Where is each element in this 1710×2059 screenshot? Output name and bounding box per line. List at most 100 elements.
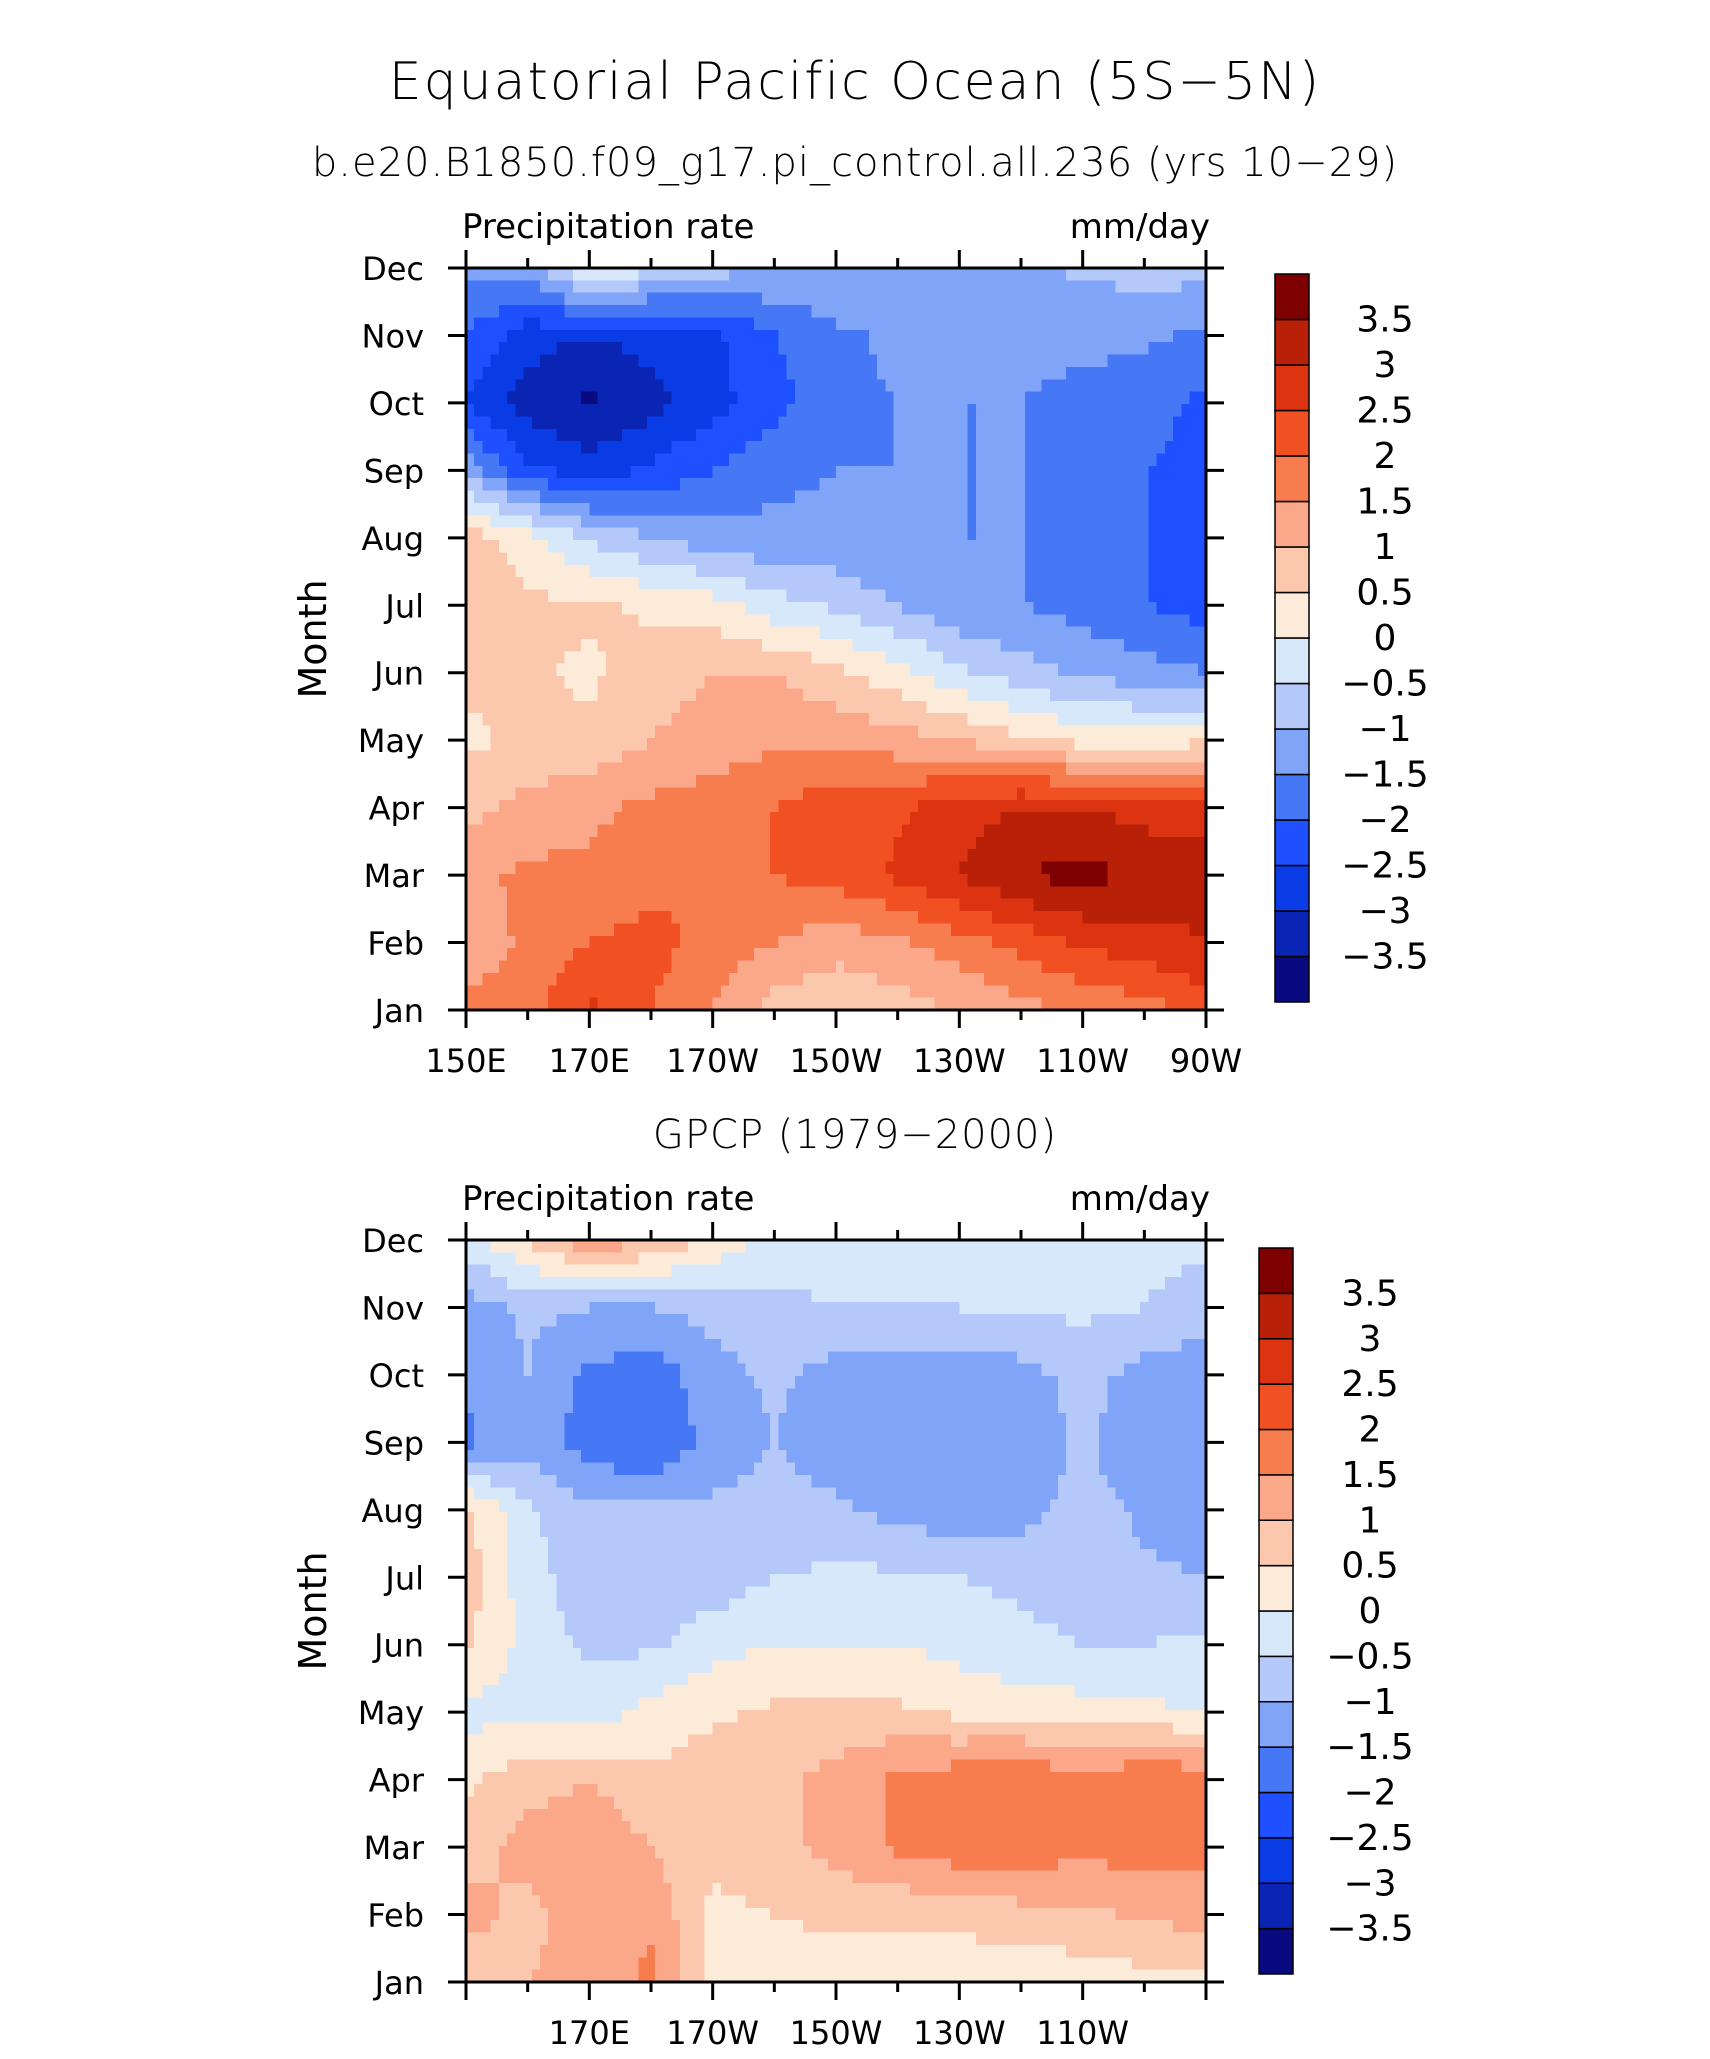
field-cell [959,737,969,751]
field-cell [1132,502,1141,516]
field-cell [1189,688,1199,702]
field-cell [1173,762,1182,776]
field-cell [638,292,648,306]
field-cell [1000,873,1010,887]
field-cell [975,787,985,801]
field-cell [663,626,673,640]
field-cell [737,601,747,615]
field-cell [729,342,738,356]
field-cell [679,317,689,331]
field-cell [540,268,549,281]
field-cell [556,775,566,788]
field-cell [786,886,796,900]
field-cell [1058,502,1067,516]
field-cell [466,416,475,430]
field-cell [507,366,516,380]
field-cell [1082,725,1092,739]
field-cell [1025,465,1034,479]
field-cell [498,552,508,566]
field-cell [836,836,845,850]
field-cell [507,329,516,343]
field-cell [1156,564,1166,578]
field-cell [877,317,886,331]
field-cell [548,379,558,393]
field-cell [786,601,796,615]
field-cell [1025,849,1034,863]
field-cell [597,292,607,306]
field-cell [531,292,541,306]
field-cell [655,861,664,875]
field-cell [1066,911,1076,925]
field-cell [868,787,878,801]
field-cell [753,515,763,529]
field-cell [918,527,928,541]
field-cell [655,725,664,739]
field-cell [827,849,837,863]
field-cell [638,317,648,331]
field-cell [1041,577,1051,591]
field-cell [1082,527,1092,541]
field-cell [1164,614,1174,628]
field-cell [540,737,549,751]
field-cell [1107,478,1117,492]
field-cell [893,799,903,813]
field-cell [1041,775,1051,788]
field-cell [523,305,533,319]
field-cell [655,354,664,368]
field-cell [984,502,993,516]
field-cell [572,601,582,615]
field-cell [548,824,558,838]
field-cell [1173,478,1182,492]
field-cell [984,626,993,640]
field-cell [992,663,1002,677]
field-cell [827,379,837,393]
field-cell [778,329,788,343]
field-cell [589,713,599,727]
field-cell [1041,379,1051,393]
field-cell [868,651,878,665]
field-cell [794,490,804,504]
field-cell [490,391,500,405]
field-cell [498,775,508,788]
field-cell [827,787,837,801]
field-cell [663,663,673,677]
field-cell [1164,676,1174,690]
field-cell [819,515,829,529]
field-cell [918,898,928,912]
field-cell [646,564,656,578]
field-cell [852,614,862,628]
field-cell [729,935,738,949]
field-cell [836,737,845,751]
field-cell [893,601,903,615]
field-cell [638,762,648,776]
field-cell [688,515,697,529]
field-cell [646,490,656,504]
field-cell [531,515,541,529]
field-cell [803,589,812,603]
field-cell [523,268,533,281]
field-cell [745,354,755,368]
field-cell [507,280,516,294]
field-cell [1000,762,1010,776]
field-cell [572,836,582,850]
field-cell [1066,898,1076,912]
field-cell [901,799,911,813]
field-cell [860,564,870,578]
field-cell [572,948,582,962]
field-cell [951,490,960,504]
field-cell [630,824,640,838]
field-cell [688,404,697,417]
field-cell [811,441,821,455]
field-cell [1140,898,1150,912]
field-cell [1140,700,1150,714]
field-cell [1123,515,1133,529]
field-cell [1000,737,1010,751]
field-cell [836,292,845,306]
field-cell [1132,911,1141,925]
field-cell [712,898,722,912]
field-cell [852,527,862,541]
field-cell [597,787,607,801]
field-cell [745,898,755,912]
field-cell [1123,651,1133,665]
field-cell [762,861,771,875]
